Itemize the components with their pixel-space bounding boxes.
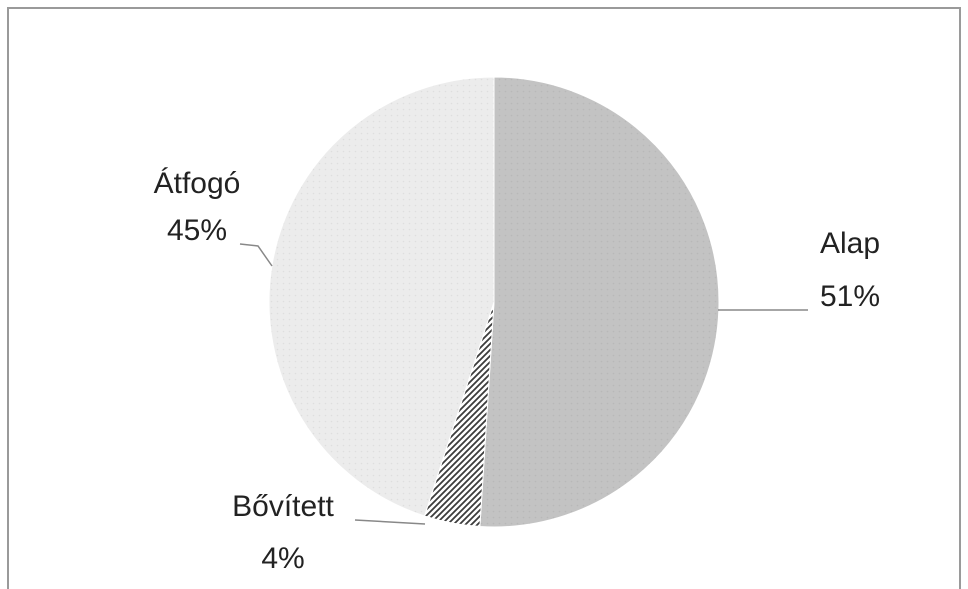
pie-slice [479, 76, 720, 528]
leader-line [239, 243, 273, 267]
slice-value-label: 45% [167, 214, 227, 247]
slice-label: Alap [820, 227, 880, 260]
slice-value-label: 4% [261, 542, 304, 575]
slice-value-label: 51% [820, 280, 880, 313]
pie-slice [268, 76, 495, 517]
slice-label: Átfogó [154, 167, 241, 200]
leader-line [354, 519, 426, 525]
slice-label: Bővített [232, 490, 334, 523]
